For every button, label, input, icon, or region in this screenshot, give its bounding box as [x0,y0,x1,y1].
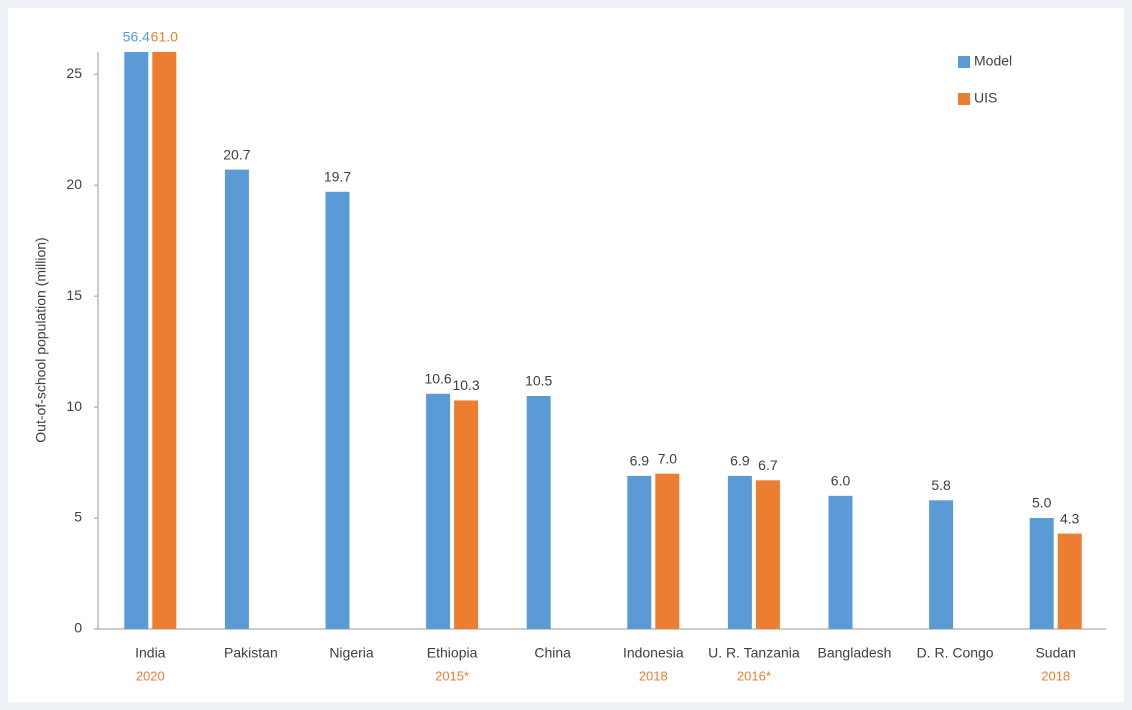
x-sublabel: 2015* [435,668,469,683]
bar [828,495,853,629]
x-sublabel: 2016* [737,668,771,683]
value-label: 5.0 [1032,495,1052,511]
bar [124,52,149,629]
y-tick-label: 0 [74,620,82,636]
bar [152,52,177,629]
y-tick-label: 5 [74,509,82,525]
bar [454,400,479,629]
y-tick-label: 15 [66,287,82,303]
bar [627,475,652,629]
value-label: 4.3 [1060,510,1080,526]
bar [655,473,680,629]
x-sublabel: 2020 [136,668,165,683]
value-label: 10.6 [424,370,451,386]
y-axis-title: Out-of-school population (million) [33,237,49,442]
x-tick-label: Indonesia [623,645,684,661]
x-tick-label: Sudan [1035,645,1075,661]
legend-label: Model [974,53,1012,69]
x-tick-label: Pakistan [224,645,278,661]
x-tick-label: India [135,645,166,661]
plot-area [124,52,1082,630]
y-tick-label: 25 [66,65,82,81]
y-tick-label: 10 [66,398,82,414]
legend-swatch [958,56,970,68]
value-label: 10.3 [452,377,479,393]
bar [526,395,551,629]
value-label: 19.7 [324,169,351,185]
bar [929,500,954,629]
x-tick-label: Bangladesh [818,645,892,661]
value-label: 6.9 [630,453,650,469]
x-tick-label: D. R. Congo [917,645,994,661]
value-label: 20.7 [223,146,250,162]
x-sublabel: 2018 [639,668,668,683]
value-label: 6.9 [730,453,750,469]
bar [1029,518,1054,629]
bar [727,475,752,629]
x-tick-label: Ethiopia [427,645,478,661]
value-label: 5.8 [931,477,951,493]
legend-label: UIS [974,90,997,106]
bar [224,169,249,629]
legend-swatch [958,93,970,105]
value-label: 6.7 [758,457,778,473]
value-label: 7.0 [658,450,678,466]
x-tick-label: China [534,645,571,661]
value-label: 10.5 [525,373,552,389]
bar [1057,533,1082,629]
value-label: 6.0 [831,473,851,489]
x-sublabel: 2018 [1041,668,1070,683]
bar [325,191,350,630]
bar [426,393,451,629]
x-tick-label: Nigeria [329,645,374,661]
bar [755,480,780,629]
x-tick-label: U. R. Tanzania [708,645,800,661]
value-label: 56.4 [123,29,150,45]
y-tick-label: 20 [66,176,82,192]
value-label: 61.0 [151,29,178,45]
